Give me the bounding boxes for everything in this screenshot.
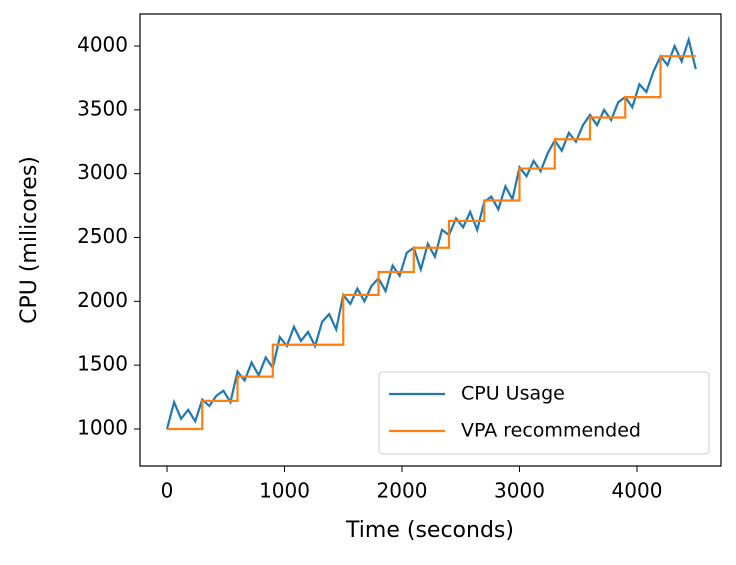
legend-label: CPU Usage — [461, 383, 565, 405]
y-tick-label: 4000 — [77, 33, 128, 57]
y-axis-label: CPU (milicores) — [17, 156, 42, 324]
plot-frame — [139, 13, 722, 467]
x-tick-label: 0 — [161, 479, 174, 503]
y-tick-label: 1500 — [77, 352, 128, 376]
legend-label: VPA recommended — [461, 420, 641, 442]
y-tick-label: 2500 — [77, 224, 128, 248]
y-tick-label: 1000 — [77, 415, 128, 439]
legend-box — [378, 371, 710, 455]
y-tick-label: 2000 — [77, 288, 128, 312]
line-series — [167, 55, 696, 431]
y-tick-label: 3000 — [77, 160, 128, 184]
x-axis-label: Time (seconds) — [345, 518, 514, 543]
x-tick-label: 3000 — [494, 479, 545, 503]
x-tick-label: 1000 — [259, 479, 310, 503]
y-tick-label: 3500 — [77, 96, 128, 120]
x-tick-label: 4000 — [612, 479, 663, 503]
x-tick-label: 2000 — [377, 479, 428, 503]
line-series — [165, 35, 697, 430]
